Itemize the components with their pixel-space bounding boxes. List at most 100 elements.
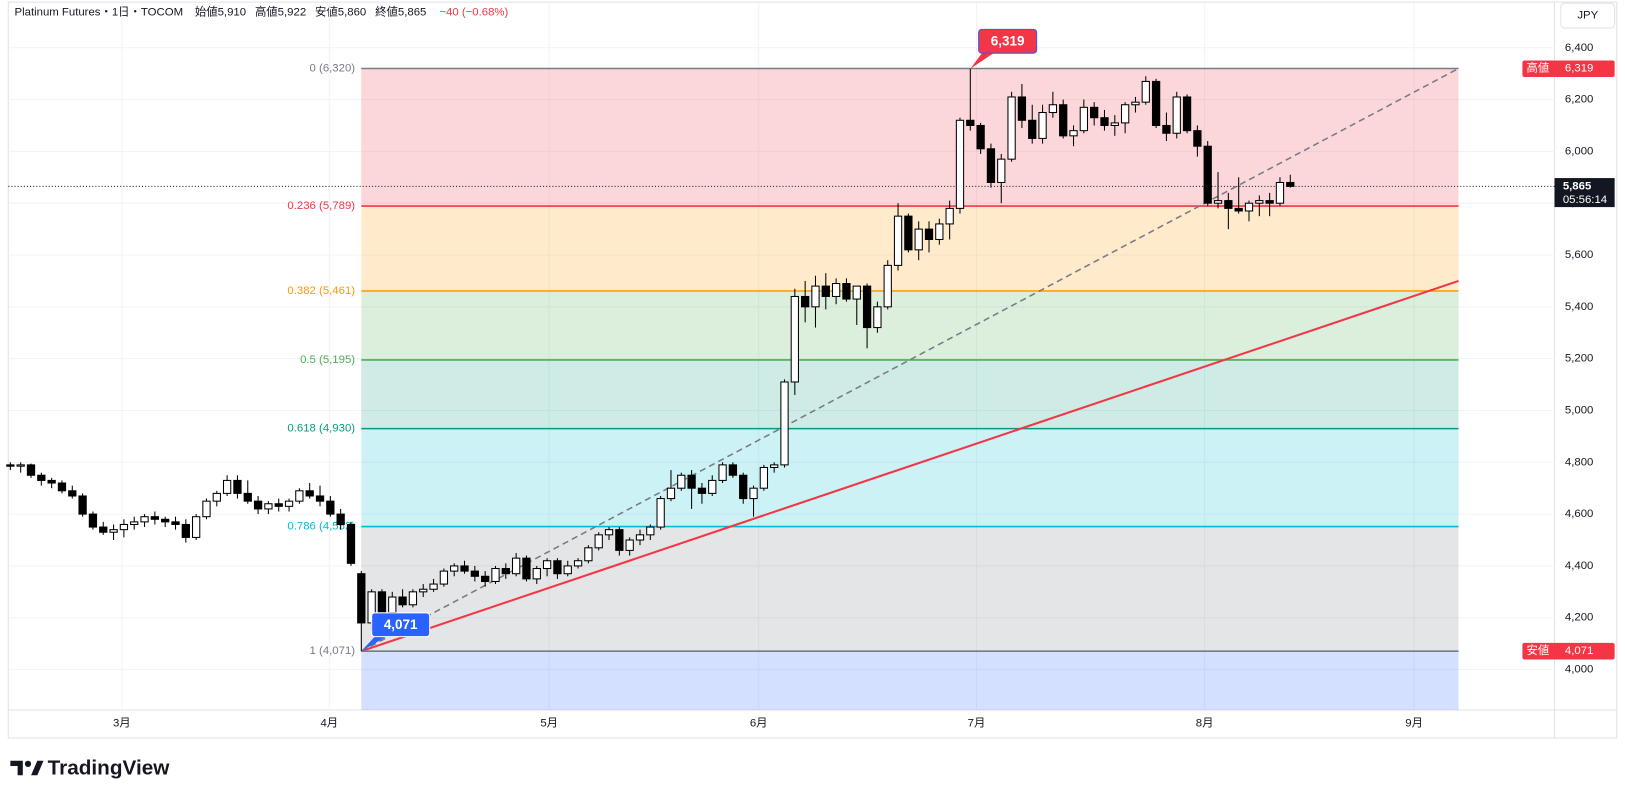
candle-body xyxy=(119,523,129,531)
candle-body xyxy=(563,565,572,575)
candle-body xyxy=(615,529,624,551)
candle-body xyxy=(955,119,965,209)
axis-badge-value: 6,319 xyxy=(1565,63,1593,75)
candle-body xyxy=(346,523,356,564)
candle-body xyxy=(759,466,769,489)
candle-body xyxy=(439,570,449,585)
candle-body xyxy=(109,529,118,533)
candle-body xyxy=(811,285,820,308)
change-value: −40 (−0.68%) xyxy=(439,7,508,19)
candle-body xyxy=(594,534,603,549)
candle-body xyxy=(130,521,139,525)
fib-label: 0.382 (5,461) xyxy=(287,285,355,297)
y-tick-label: 4,400 xyxy=(1565,560,1593,572)
candle-body xyxy=(1007,96,1016,160)
candle-body xyxy=(37,474,46,481)
y-tick-label: 5,200 xyxy=(1565,353,1593,365)
candle-body xyxy=(780,381,789,466)
fib-label: 0.236 (5,789) xyxy=(287,200,355,212)
y-tick-label: 4,200 xyxy=(1565,612,1593,624)
candle-body xyxy=(212,492,221,502)
callout-box xyxy=(371,612,431,638)
fib-label: 1 (4,071) xyxy=(310,645,356,657)
candle-body xyxy=(57,482,67,492)
candle-body xyxy=(274,503,283,507)
candle-body xyxy=(584,547,593,562)
candle-body xyxy=(1151,80,1161,126)
candle-body xyxy=(1162,124,1171,134)
candle-body xyxy=(542,560,552,570)
fib-label: 0.786 (4,552) xyxy=(287,521,355,533)
candle-body xyxy=(491,567,500,582)
fib-zone xyxy=(361,651,1459,710)
last-price-badge xyxy=(1554,178,1615,208)
candle-body xyxy=(181,523,190,538)
candle-body xyxy=(666,487,676,500)
candle-body xyxy=(1028,119,1037,139)
y-tick-label: 6,200 xyxy=(1565,94,1593,106)
high-value: 高値5,922 xyxy=(255,5,306,19)
candle-body xyxy=(831,283,841,297)
candle-body xyxy=(1048,104,1058,114)
candle-body xyxy=(656,498,665,528)
fib-label: 0.5 (5,195) xyxy=(300,354,355,366)
candle-body xyxy=(26,464,36,476)
candle-body xyxy=(511,557,521,575)
callout-box xyxy=(978,28,1038,54)
y-tick-label: 4,000 xyxy=(1565,664,1593,676)
candle-body xyxy=(1090,106,1099,119)
y-tick-label: 4,600 xyxy=(1565,508,1593,520)
candle-body xyxy=(419,588,428,593)
fib-label: 0 (6,320) xyxy=(310,62,356,74)
candle-body xyxy=(16,464,25,467)
x-tick-label: 4月 xyxy=(320,717,338,729)
candle-body xyxy=(336,513,345,525)
candle-body xyxy=(749,487,758,500)
candle-body xyxy=(1224,200,1233,209)
candle-body xyxy=(47,479,56,484)
candle-body xyxy=(470,570,479,577)
brand-logo xyxy=(10,760,44,776)
currency-button[interactable] xyxy=(1560,2,1616,29)
candle-body xyxy=(1017,96,1027,121)
candle-body xyxy=(852,285,861,300)
chart-frame xyxy=(7,1,1618,739)
candle-body xyxy=(728,464,738,476)
candle-body xyxy=(1079,106,1088,132)
candle-body xyxy=(377,591,387,616)
candle-body xyxy=(171,521,180,525)
candle-body xyxy=(677,474,686,489)
x-tick-label: 6月 xyxy=(750,717,768,729)
candle-body xyxy=(1182,96,1192,132)
candle-body xyxy=(986,148,996,183)
candle-body xyxy=(295,490,304,502)
callout-label: 6,319 xyxy=(991,33,1025,48)
axis-badge xyxy=(1522,60,1615,78)
candle-body xyxy=(150,516,160,520)
candle-body xyxy=(935,223,944,240)
axis-badge xyxy=(1522,642,1615,660)
x-tick-label: 7月 xyxy=(968,717,986,729)
candle-body xyxy=(68,490,77,497)
fib-zone xyxy=(361,526,1459,652)
candle-body xyxy=(604,529,614,536)
candle-body xyxy=(945,207,954,225)
candle-body xyxy=(1120,104,1130,124)
trend-line xyxy=(360,279,1459,653)
candle-body xyxy=(532,567,541,580)
candle-body xyxy=(233,479,242,494)
candle-body xyxy=(625,539,634,551)
candle-body xyxy=(88,513,98,528)
x-tick-label: 9月 xyxy=(1405,717,1423,729)
candle-body xyxy=(326,500,335,515)
x-tick-label: 5月 xyxy=(540,717,558,729)
axis-badge-value: 4,071 xyxy=(1565,645,1593,657)
currency-label[interactable]: JPY xyxy=(1577,10,1598,22)
candle-body xyxy=(192,516,201,538)
candle-body xyxy=(357,573,366,624)
candle-body xyxy=(1131,101,1140,106)
symbol-title: Platinum Futures・1日・TOCOM xyxy=(15,7,184,19)
candle-body xyxy=(243,492,252,502)
candle-body xyxy=(284,500,294,507)
